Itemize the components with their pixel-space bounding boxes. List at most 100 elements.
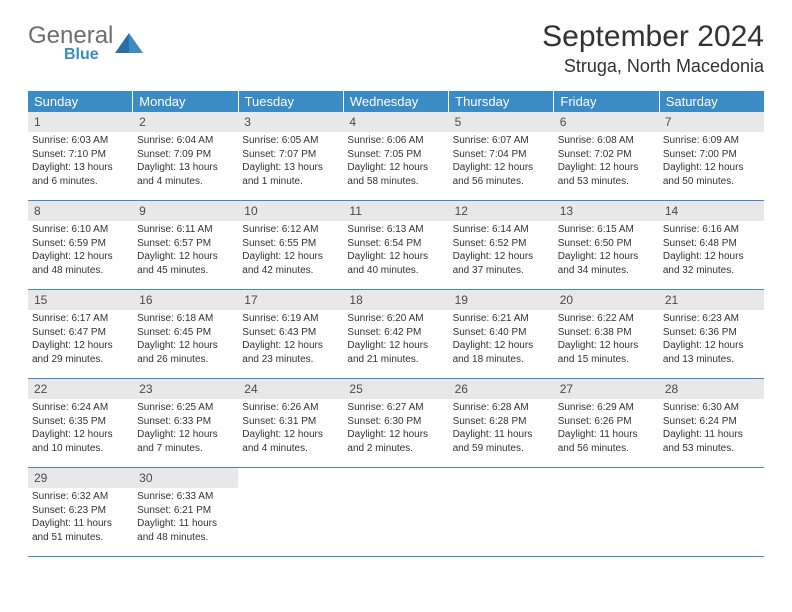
day-body: Sunrise: 6:32 AMSunset: 6:23 PMDaylight:…	[28, 490, 133, 548]
sunset-text: Sunset: 7:10 PM	[32, 148, 129, 162]
sunrise-text: Sunrise: 6:28 AM	[453, 401, 550, 415]
day-number: 5	[449, 112, 554, 132]
sunrise-text: Sunrise: 6:17 AM	[32, 312, 129, 326]
sunrise-text: Sunrise: 6:26 AM	[242, 401, 339, 415]
day-number: 6	[554, 112, 659, 132]
day-body: Sunrise: 6:23 AMSunset: 6:36 PMDaylight:…	[659, 312, 764, 370]
day-body: Sunrise: 6:11 AMSunset: 6:57 PMDaylight:…	[133, 223, 238, 281]
day-number: 26	[449, 379, 554, 399]
day-body: Sunrise: 6:24 AMSunset: 6:35 PMDaylight:…	[28, 401, 133, 459]
daylight-text: Daylight: 12 hours and 2 minutes.	[347, 428, 444, 455]
sunrise-text: Sunrise: 6:24 AM	[32, 401, 129, 415]
daylight-text: Daylight: 12 hours and 37 minutes.	[453, 250, 550, 277]
day-body: Sunrise: 6:10 AMSunset: 6:59 PMDaylight:…	[28, 223, 133, 281]
day-number: 29	[28, 468, 133, 488]
day-cell: 26Sunrise: 6:28 AMSunset: 6:28 PMDayligh…	[449, 379, 554, 467]
day-body: Sunrise: 6:28 AMSunset: 6:28 PMDaylight:…	[449, 401, 554, 459]
sunrise-text: Sunrise: 6:05 AM	[242, 134, 339, 148]
day-number: 19	[449, 290, 554, 310]
day-body: Sunrise: 6:27 AMSunset: 6:30 PMDaylight:…	[343, 401, 448, 459]
sunset-text: Sunset: 6:43 PM	[242, 326, 339, 340]
day-cell: 19Sunrise: 6:21 AMSunset: 6:40 PMDayligh…	[449, 290, 554, 378]
daylight-text: Daylight: 12 hours and 29 minutes.	[32, 339, 129, 366]
daylight-text: Daylight: 12 hours and 34 minutes.	[558, 250, 655, 277]
month-title: September 2024	[542, 20, 764, 54]
day-body: Sunrise: 6:08 AMSunset: 7:02 PMDaylight:…	[554, 134, 659, 192]
sunrise-text: Sunrise: 6:30 AM	[663, 401, 760, 415]
day-body: Sunrise: 6:14 AMSunset: 6:52 PMDaylight:…	[449, 223, 554, 281]
daylight-text: Daylight: 12 hours and 10 minutes.	[32, 428, 129, 455]
day-cell: 29Sunrise: 6:32 AMSunset: 6:23 PMDayligh…	[28, 468, 133, 556]
day-body: Sunrise: 6:20 AMSunset: 6:42 PMDaylight:…	[343, 312, 448, 370]
day-body: Sunrise: 6:04 AMSunset: 7:09 PMDaylight:…	[133, 134, 238, 192]
day-number: 13	[554, 201, 659, 221]
sunset-text: Sunset: 6:42 PM	[347, 326, 444, 340]
sunrise-text: Sunrise: 6:19 AM	[242, 312, 339, 326]
day-cell: 14Sunrise: 6:16 AMSunset: 6:48 PMDayligh…	[659, 201, 764, 289]
day-body: Sunrise: 6:19 AMSunset: 6:43 PMDaylight:…	[238, 312, 343, 370]
day-cell: 18Sunrise: 6:20 AMSunset: 6:42 PMDayligh…	[343, 290, 448, 378]
day-number: 24	[238, 379, 343, 399]
day-cell: 25Sunrise: 6:27 AMSunset: 6:30 PMDayligh…	[343, 379, 448, 467]
daylight-text: Daylight: 12 hours and 23 minutes.	[242, 339, 339, 366]
daylight-text: Daylight: 12 hours and 21 minutes.	[347, 339, 444, 366]
daylight-text: Daylight: 12 hours and 56 minutes.	[453, 161, 550, 188]
day-number: 28	[659, 379, 764, 399]
day-number: 14	[659, 201, 764, 221]
day-cell	[554, 468, 659, 556]
day-cell: 7Sunrise: 6:09 AMSunset: 7:00 PMDaylight…	[659, 112, 764, 200]
day-cell: 8Sunrise: 6:10 AMSunset: 6:59 PMDaylight…	[28, 201, 133, 289]
dow-header: Friday	[554, 91, 659, 112]
week-row: 1Sunrise: 6:03 AMSunset: 7:10 PMDaylight…	[28, 112, 764, 201]
day-cell: 11Sunrise: 6:13 AMSunset: 6:54 PMDayligh…	[343, 201, 448, 289]
sunrise-text: Sunrise: 6:14 AM	[453, 223, 550, 237]
logo-triangle-icon	[115, 31, 145, 55]
day-body: Sunrise: 6:25 AMSunset: 6:33 PMDaylight:…	[133, 401, 238, 459]
sunset-text: Sunset: 7:04 PM	[453, 148, 550, 162]
sunset-text: Sunset: 7:02 PM	[558, 148, 655, 162]
sunrise-text: Sunrise: 6:03 AM	[32, 134, 129, 148]
daylight-text: Daylight: 13 hours and 6 minutes.	[32, 161, 129, 188]
daylight-text: Daylight: 11 hours and 56 minutes.	[558, 428, 655, 455]
day-cell: 16Sunrise: 6:18 AMSunset: 6:45 PMDayligh…	[133, 290, 238, 378]
daylight-text: Daylight: 12 hours and 4 minutes.	[242, 428, 339, 455]
sunrise-text: Sunrise: 6:25 AM	[137, 401, 234, 415]
sunrise-text: Sunrise: 6:21 AM	[453, 312, 550, 326]
day-body: Sunrise: 6:29 AMSunset: 6:26 PMDaylight:…	[554, 401, 659, 459]
daylight-text: Daylight: 12 hours and 26 minutes.	[137, 339, 234, 366]
week-row: 22Sunrise: 6:24 AMSunset: 6:35 PMDayligh…	[28, 379, 764, 468]
day-cell: 1Sunrise: 6:03 AMSunset: 7:10 PMDaylight…	[28, 112, 133, 200]
day-cell	[449, 468, 554, 556]
sunrise-text: Sunrise: 6:20 AM	[347, 312, 444, 326]
sunset-text: Sunset: 6:33 PM	[137, 415, 234, 429]
day-body: Sunrise: 6:15 AMSunset: 6:50 PMDaylight:…	[554, 223, 659, 281]
sunset-text: Sunset: 6:59 PM	[32, 237, 129, 251]
sunset-text: Sunset: 6:30 PM	[347, 415, 444, 429]
day-cell	[343, 468, 448, 556]
day-body: Sunrise: 6:16 AMSunset: 6:48 PMDaylight:…	[659, 223, 764, 281]
day-cell: 3Sunrise: 6:05 AMSunset: 7:07 PMDaylight…	[238, 112, 343, 200]
daylight-text: Daylight: 11 hours and 59 minutes.	[453, 428, 550, 455]
sunrise-text: Sunrise: 6:08 AM	[558, 134, 655, 148]
sunset-text: Sunset: 6:50 PM	[558, 237, 655, 251]
sunset-text: Sunset: 6:35 PM	[32, 415, 129, 429]
day-number: 12	[449, 201, 554, 221]
day-cell: 6Sunrise: 6:08 AMSunset: 7:02 PMDaylight…	[554, 112, 659, 200]
sunset-text: Sunset: 6:47 PM	[32, 326, 129, 340]
sunrise-text: Sunrise: 6:11 AM	[137, 223, 234, 237]
sunrise-text: Sunrise: 6:10 AM	[32, 223, 129, 237]
day-cell: 12Sunrise: 6:14 AMSunset: 6:52 PMDayligh…	[449, 201, 554, 289]
daylight-text: Daylight: 12 hours and 42 minutes.	[242, 250, 339, 277]
sunset-text: Sunset: 6:36 PM	[663, 326, 760, 340]
day-cell: 5Sunrise: 6:07 AMSunset: 7:04 PMDaylight…	[449, 112, 554, 200]
day-cell: 2Sunrise: 6:04 AMSunset: 7:09 PMDaylight…	[133, 112, 238, 200]
daylight-text: Daylight: 12 hours and 13 minutes.	[663, 339, 760, 366]
sunrise-text: Sunrise: 6:12 AM	[242, 223, 339, 237]
day-number: 15	[28, 290, 133, 310]
sunset-text: Sunset: 6:26 PM	[558, 415, 655, 429]
day-body: Sunrise: 6:03 AMSunset: 7:10 PMDaylight:…	[28, 134, 133, 192]
daylight-text: Daylight: 11 hours and 53 minutes.	[663, 428, 760, 455]
sunrise-text: Sunrise: 6:06 AM	[347, 134, 444, 148]
day-cell: 28Sunrise: 6:30 AMSunset: 6:24 PMDayligh…	[659, 379, 764, 467]
daylight-text: Daylight: 12 hours and 50 minutes.	[663, 161, 760, 188]
